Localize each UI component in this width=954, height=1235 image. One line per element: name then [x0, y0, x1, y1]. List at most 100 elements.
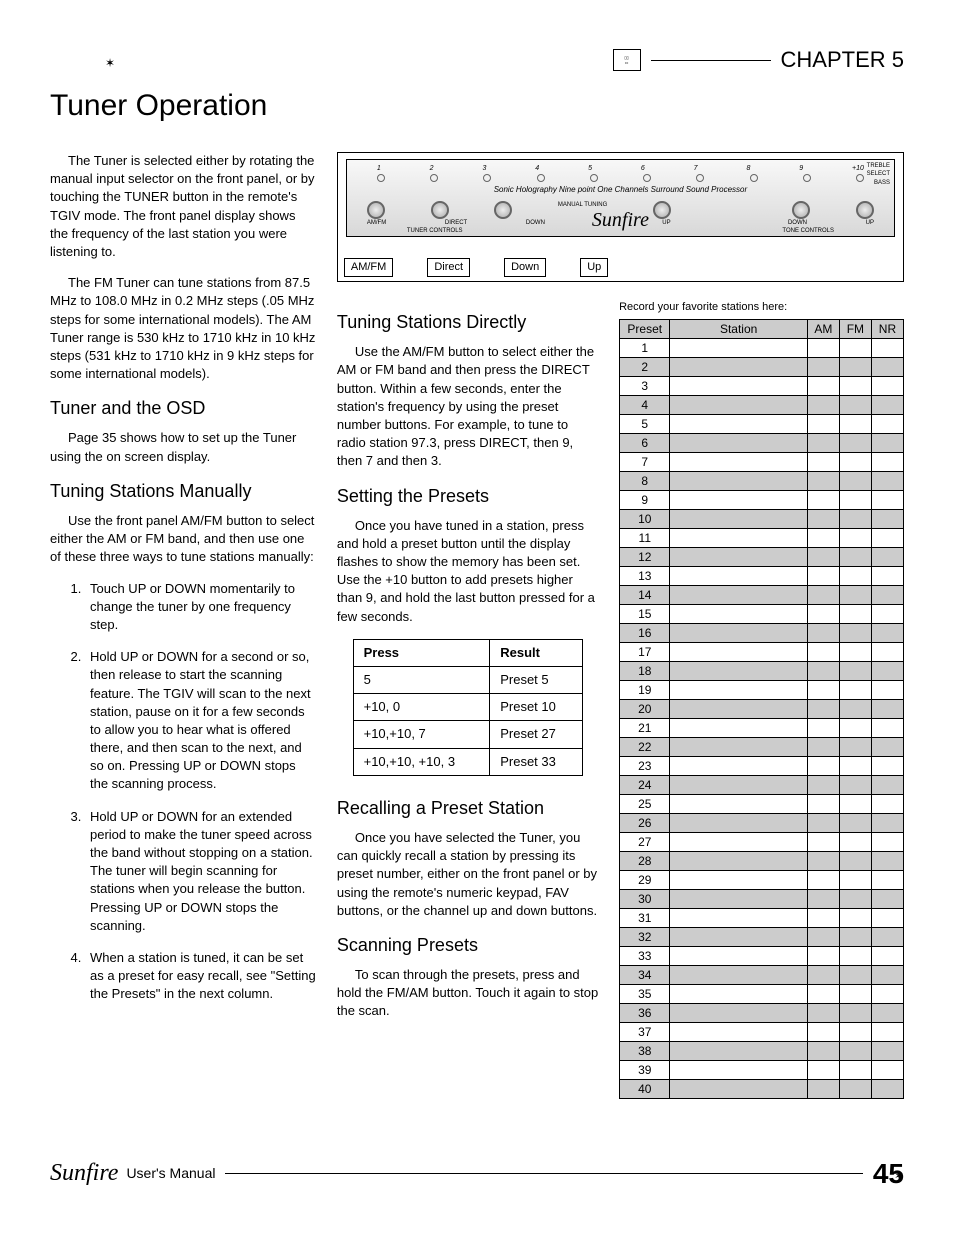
preset-row: 34 — [620, 966, 904, 985]
th-fm: FM — [839, 320, 871, 339]
preset-row: 16 — [620, 624, 904, 643]
preset-row: 5 — [620, 415, 904, 434]
btn-direct: Direct — [427, 258, 470, 277]
chapter-title: CHAPTER 5 — [781, 45, 904, 76]
preset-row: 8 — [620, 472, 904, 491]
preset-row: 37 — [620, 1023, 904, 1042]
preset-number: 24 — [620, 776, 670, 795]
preset-row: 29 — [620, 871, 904, 890]
knob-tone-up — [856, 201, 874, 219]
preset-number: 31 — [620, 909, 670, 928]
preset-number: 28 — [620, 852, 670, 871]
presets-p: Once you have tuned in a station, press … — [337, 517, 599, 626]
knob-direct — [431, 201, 449, 219]
th-station: Station — [670, 320, 807, 339]
preset-row: 39 — [620, 1061, 904, 1080]
press-result-table: PressResult 5Preset 5 +10, 0Preset 10 +1… — [353, 639, 584, 776]
preset-number: 39 — [620, 1061, 670, 1080]
preset-number: 18 — [620, 662, 670, 681]
step-4: When a station is tuned, it can be set a… — [85, 949, 317, 1004]
preset-number: 34 — [620, 966, 670, 985]
preset-row: 21 — [620, 719, 904, 738]
preset-number: 35 — [620, 985, 670, 1004]
dolby-icon: ▯▯▭ — [613, 49, 641, 71]
preset-row: 19 — [620, 681, 904, 700]
preset-row: 23 — [620, 757, 904, 776]
preset-row: 20 — [620, 700, 904, 719]
intro-p1: The Tuner is selected either by rotating… — [50, 152, 317, 261]
scanning-p: To scan through the presets, press and h… — [337, 966, 599, 1021]
preset-row: 17 — [620, 643, 904, 662]
preset-number: 11 — [620, 529, 670, 548]
knob-up — [653, 201, 671, 219]
preset-number: 40 — [620, 1080, 670, 1099]
preset-row: 2 — [620, 358, 904, 377]
preset-row: 32 — [620, 928, 904, 947]
preset-number: 13 — [620, 567, 670, 586]
preset-number: 17 — [620, 643, 670, 662]
manual-intro: Use the front panel AM/FM button to sele… — [50, 512, 317, 567]
intro-p2: The FM Tuner can tune stations from 87.5… — [50, 274, 317, 383]
manual-steps: Touch UP or DOWN momentarily to change t… — [85, 580, 317, 1004]
preset-number: 5 — [620, 415, 670, 434]
section-tuning-manually: Tuning Stations Manually — [50, 479, 317, 504]
footer-manual: User's Manual — [126, 1164, 215, 1184]
holography-text: Sonic Holography Nine point One Channels… — [347, 184, 894, 195]
preset-number: 20 — [620, 700, 670, 719]
th-am: AM — [807, 320, 839, 339]
preset-row: 24 — [620, 776, 904, 795]
header-divider — [651, 60, 771, 61]
preset-number: 7 — [620, 453, 670, 472]
chapter-header: ▯▯▭ CHAPTER 5 — [613, 45, 904, 76]
preset-number: 19 — [620, 681, 670, 700]
diagram-button-row: AM/FM Direct Down Up — [344, 258, 608, 277]
preset-row: 4 — [620, 396, 904, 415]
preset-row: 28 — [620, 852, 904, 871]
preset-row: 38 — [620, 1042, 904, 1061]
decorative-star: ✶ — [105, 55, 115, 72]
preset-row: 18 — [620, 662, 904, 681]
preset-row: 35 — [620, 985, 904, 1004]
preset-number: 38 — [620, 1042, 670, 1061]
preset-row: 1 — [620, 339, 904, 358]
preset-row: 25 — [620, 795, 904, 814]
section-tuning-directly: Tuning Stations Directly — [337, 310, 599, 335]
preset-row: 33 — [620, 947, 904, 966]
knob-tone-down — [792, 201, 810, 219]
preset-number: 36 — [620, 1004, 670, 1023]
preset-row: 10 — [620, 510, 904, 529]
preset-number: 1 — [620, 339, 670, 358]
preset-row: 31 — [620, 909, 904, 928]
preset-number: 10 — [620, 510, 670, 529]
preset-number: 27 — [620, 833, 670, 852]
preset-number: 37 — [620, 1023, 670, 1042]
preset-row: 30 — [620, 890, 904, 909]
btn-up: Up — [580, 258, 608, 277]
preset-row: 27 — [620, 833, 904, 852]
preset-number: 4 — [620, 396, 670, 415]
preset-number: 9 — [620, 491, 670, 510]
preset-number: 30 — [620, 890, 670, 909]
preset-number: 3 — [620, 377, 670, 396]
preset-row: 14 — [620, 586, 904, 605]
preset-number-row: 123456789+10 — [347, 160, 894, 174]
btn-amfm: AM/FM — [344, 258, 393, 277]
step-1: Touch UP or DOWN momentarily to change t… — [85, 580, 317, 635]
preset-number: 25 — [620, 795, 670, 814]
decorative-star-br: ✶ — [894, 1168, 904, 1185]
preset-number: 23 — [620, 757, 670, 776]
page-title: Tuner Operation — [50, 85, 904, 127]
section-recalling: Recalling a Preset Station — [337, 796, 599, 821]
preset-number: 12 — [620, 548, 670, 567]
preset-number: 22 — [620, 738, 670, 757]
preset-number: 21 — [620, 719, 670, 738]
preset-row: 15 — [620, 605, 904, 624]
osd-p: Page 35 shows how to set up the Tuner us… — [50, 429, 317, 465]
record-note: Record your favorite stations here: — [619, 300, 904, 315]
preset-row: 13 — [620, 567, 904, 586]
preset-row: 3 — [620, 377, 904, 396]
step-2: Hold UP or DOWN for a second or so, then… — [85, 648, 317, 794]
recalling-p: Once you have selected the Tuner, you ca… — [337, 829, 599, 920]
knob-amfm — [367, 201, 385, 219]
preset-row: 9 — [620, 491, 904, 510]
